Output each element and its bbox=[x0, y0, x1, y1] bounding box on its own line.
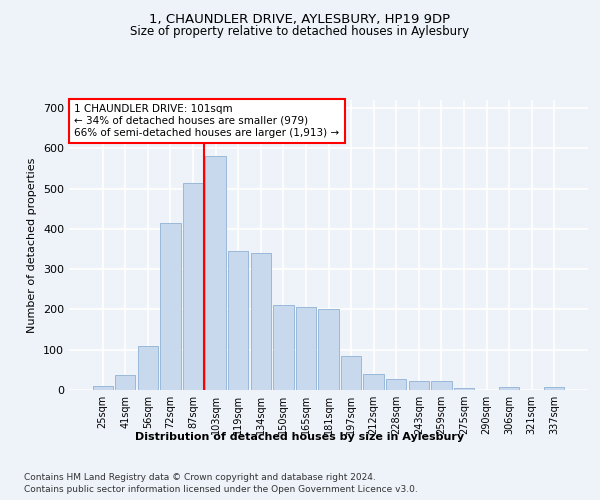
Bar bbox=[431, 381, 452, 390]
Text: Distribution of detached houses by size in Aylesbury: Distribution of detached houses by size … bbox=[136, 432, 464, 442]
Bar bbox=[544, 387, 565, 390]
Bar bbox=[115, 374, 136, 390]
Bar bbox=[296, 308, 316, 390]
Y-axis label: Number of detached properties: Number of detached properties bbox=[28, 158, 37, 332]
Bar bbox=[251, 253, 271, 390]
Bar bbox=[341, 356, 361, 390]
Bar bbox=[454, 388, 474, 390]
Bar bbox=[92, 386, 113, 390]
Bar bbox=[205, 156, 226, 390]
Bar bbox=[273, 306, 293, 390]
Text: Size of property relative to detached houses in Aylesbury: Size of property relative to detached ho… bbox=[130, 25, 470, 38]
Text: 1 CHAUNDLER DRIVE: 101sqm
← 34% of detached houses are smaller (979)
66% of semi: 1 CHAUNDLER DRIVE: 101sqm ← 34% of detac… bbox=[74, 104, 340, 138]
Text: Contains HM Land Registry data © Crown copyright and database right 2024.: Contains HM Land Registry data © Crown c… bbox=[24, 472, 376, 482]
Text: Contains public sector information licensed under the Open Government Licence v3: Contains public sector information licen… bbox=[24, 485, 418, 494]
Bar bbox=[319, 310, 338, 390]
Bar bbox=[409, 381, 429, 390]
Bar bbox=[364, 374, 384, 390]
Bar bbox=[138, 346, 158, 390]
Text: 1, CHAUNDLER DRIVE, AYLESBURY, HP19 9DP: 1, CHAUNDLER DRIVE, AYLESBURY, HP19 9DP bbox=[149, 12, 451, 26]
Bar bbox=[228, 251, 248, 390]
Bar bbox=[386, 379, 406, 390]
Bar bbox=[160, 223, 181, 390]
Bar bbox=[183, 182, 203, 390]
Bar bbox=[499, 387, 519, 390]
